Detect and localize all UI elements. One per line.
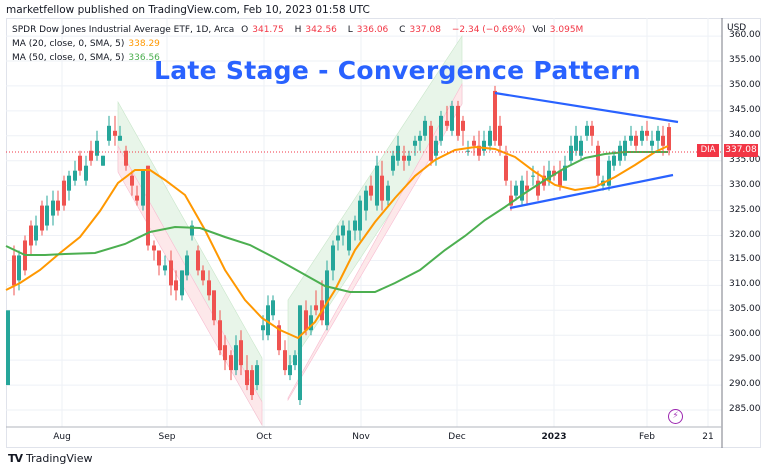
legend-change: −2.34 (−0.69%): [451, 25, 526, 35]
legend: SPDR Dow Jones Industrial Average ETF, 1…: [12, 23, 591, 65]
tv-logo-icon: TV: [8, 452, 23, 465]
price-tick: 285.00: [729, 404, 761, 415]
price-tick: 315.00: [729, 254, 761, 265]
time-tick: 2023: [541, 432, 567, 442]
last-price-tag: 337.08: [724, 144, 758, 157]
price-tick: 335.00: [729, 154, 761, 165]
price-tick: 360.00: [729, 30, 761, 41]
price-tick: 290.00: [729, 379, 761, 390]
legend-ohlc-row: SPDR Dow Jones Industrial Average ETF, 1…: [12, 25, 584, 35]
time-tick: Sep: [158, 432, 176, 442]
time-tick: Nov: [352, 432, 370, 442]
legend-volume: 3.095M: [549, 25, 584, 35]
price-tick: 305.00: [729, 304, 761, 315]
time-tick: Dec: [448, 432, 466, 442]
price-tick: 325.00: [729, 204, 761, 215]
price-tick: 320.00: [729, 229, 761, 240]
price-tick: 350.00: [729, 79, 761, 90]
candlestick-series: [6, 85, 671, 406]
time-tick: 21: [702, 432, 714, 442]
legend-ma50-row[interactable]: MA (50, close, 0, SMA, 5) 336.56: [12, 53, 160, 63]
publisher-line: marketfellow published on TradingView.co…: [6, 4, 370, 16]
price-tick: 345.00: [729, 104, 761, 115]
legend-high: 342.56: [305, 25, 337, 35]
price-tick: 300.00: [729, 329, 761, 340]
chart-frame[interactable]: [6, 18, 761, 448]
price-tick: 355.00: [729, 55, 761, 65]
price-tick: 330.00: [729, 179, 761, 190]
lightning-icon[interactable]: ⚡: [668, 409, 683, 424]
legend-open: 341.75: [252, 25, 284, 35]
legend-close: 337.08: [409, 25, 441, 35]
legend-symbol: SPDR Dow Jones Industrial Average ETF, 1…: [12, 25, 235, 35]
time-tick: Aug: [53, 432, 71, 442]
legend-ma20-row[interactable]: MA (20, close, 0, SMA, 5) 338.29: [12, 39, 160, 49]
price-tick: 310.00: [729, 279, 761, 290]
convergence-trendlines: [494, 91, 679, 210]
annotation-title: Late Stage - Convergence Pattern: [154, 56, 642, 85]
currency-label: USD: [727, 23, 747, 33]
price-tick: 340.00: [729, 129, 761, 140]
ma50-line: [5, 151, 668, 293]
ma20-line: [5, 145, 669, 340]
tradingview-logo: TV TradingView: [8, 452, 93, 465]
price-tick: 295.00: [729, 354, 761, 365]
legend-low: 336.06: [356, 25, 389, 35]
time-tick: Feb: [639, 432, 655, 442]
ma50-value: 336.56: [128, 53, 160, 63]
time-tick: Oct: [256, 432, 272, 442]
symbol-tag: DIA: [697, 144, 719, 157]
ma20-value: 338.29: [128, 39, 160, 49]
tv-brand: TradingView: [26, 452, 93, 465]
